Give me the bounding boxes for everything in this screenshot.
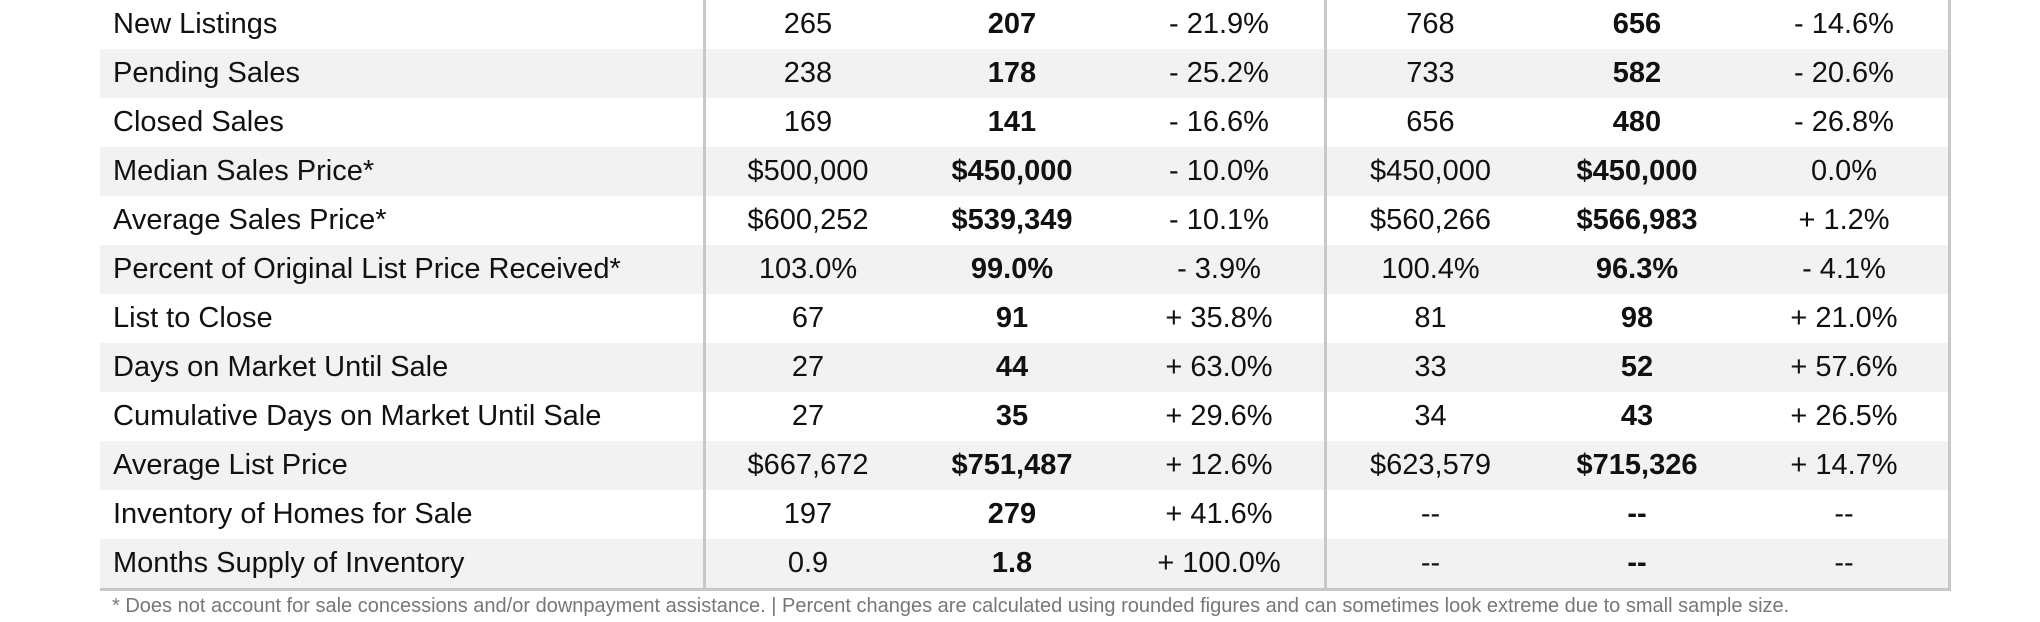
metric-label: Average List Price bbox=[100, 441, 706, 490]
table-row: Months Supply of Inventory 0.9 1.8 + 100… bbox=[100, 539, 1951, 588]
period-2-percent-change: - 14.6% bbox=[1740, 0, 1951, 49]
table-row: Average Sales Price* $600,252 $539,349 -… bbox=[100, 196, 1951, 245]
metric-label: List to Close bbox=[100, 294, 706, 343]
period-2-current-value: 656 bbox=[1612, 8, 1662, 40]
period-1-current-value: 44 bbox=[995, 351, 1029, 383]
period-1-prior-value: 265 bbox=[783, 8, 833, 40]
period-2-current-value: 96.3% bbox=[1595, 253, 1679, 285]
period-2-percent-change: + 21.0% bbox=[1740, 294, 1951, 343]
period-1-prior-value: 169 bbox=[783, 106, 833, 138]
period-2-current-value: 480 bbox=[1612, 106, 1662, 138]
period-2-prior-value: 34 bbox=[1414, 400, 1447, 432]
period-1-prior-value: 197 bbox=[783, 498, 833, 530]
period-2-prior-value: $623,579 bbox=[1370, 449, 1491, 481]
period-2-current-value: $566,983 bbox=[1576, 204, 1698, 236]
table-row: Inventory of Homes for Sale 197 279 + 41… bbox=[100, 490, 1951, 539]
period-2-prior-value: $450,000 bbox=[1370, 155, 1491, 187]
table-row: Pending Sales 238 178 - 25.2% 733 582 - … bbox=[100, 49, 1951, 98]
table-row: List to Close 67 91 + 35.8% 81 98 + 21.0… bbox=[100, 294, 1951, 343]
period-1-prior-value: $600,252 bbox=[747, 204, 869, 236]
period-2-percent-change: - 4.1% bbox=[1740, 245, 1951, 294]
period-1-prior-value: 0.9 bbox=[787, 547, 829, 579]
period-1-percent-change: - 10.0% bbox=[1114, 147, 1327, 196]
metric-label: Cumulative Days on Market Until Sale bbox=[100, 392, 706, 441]
metric-label: Inventory of Homes for Sale bbox=[100, 490, 706, 539]
period-1-percent-change: - 25.2% bbox=[1114, 49, 1327, 98]
period-1-current-value: 279 bbox=[987, 498, 1037, 530]
period-2-current-value: $450,000 bbox=[1576, 155, 1698, 187]
period-1-percent-change: + 63.0% bbox=[1114, 343, 1327, 392]
period-1-prior-value: 238 bbox=[783, 57, 833, 89]
period-1-percent-change: + 29.6% bbox=[1114, 392, 1327, 441]
period-2-prior-value: 33 bbox=[1414, 351, 1447, 383]
period-1-current-value: 35 bbox=[995, 400, 1029, 432]
period-1-current-value: 99.0% bbox=[970, 253, 1054, 285]
period-2-current-value: $715,326 bbox=[1576, 449, 1698, 481]
period-1-current-value: $450,000 bbox=[951, 155, 1073, 187]
period-2-prior-value: 656 bbox=[1406, 106, 1455, 138]
period-1-prior-value: 27 bbox=[791, 400, 825, 432]
table-row: Percent of Original List Price Received*… bbox=[100, 245, 1951, 294]
metric-label: New Listings bbox=[100, 0, 706, 49]
footnote: * Does not account for sale concessions … bbox=[112, 595, 1790, 617]
period-1-current-value: $751,487 bbox=[951, 449, 1073, 481]
period-2-percent-change: -- bbox=[1740, 490, 1951, 539]
metric-label: Months Supply of Inventory bbox=[100, 539, 706, 588]
period-2-prior-value: -- bbox=[1420, 498, 1441, 530]
period-1-percent-change: - 16.6% bbox=[1114, 98, 1327, 147]
period-1-current-value: $539,349 bbox=[951, 204, 1073, 236]
metric-label: Percent of Original List Price Received* bbox=[100, 245, 706, 294]
table-row: Median Sales Price* $500,000 $450,000 - … bbox=[100, 147, 1951, 196]
period-2-percent-change: 0.0% bbox=[1740, 147, 1951, 196]
period-1-current-value: 1.8 bbox=[991, 547, 1033, 579]
period-1-percent-change: + 12.6% bbox=[1114, 441, 1327, 490]
table-row: Average List Price $667,672 $751,487 + 1… bbox=[100, 441, 1951, 490]
metric-label: Median Sales Price* bbox=[100, 147, 706, 196]
period-2-percent-change: + 1.2% bbox=[1740, 196, 1951, 245]
period-2-prior-value: $560,266 bbox=[1370, 204, 1491, 236]
period-2-prior-value: 768 bbox=[1406, 8, 1455, 40]
period-2-current-value: -- bbox=[1627, 498, 1647, 530]
period-2-percent-change: + 26.5% bbox=[1740, 392, 1951, 441]
period-2-prior-value: 733 bbox=[1406, 57, 1455, 89]
table-row: Cumulative Days on Market Until Sale 27 … bbox=[100, 392, 1951, 441]
period-2-current-value: 43 bbox=[1620, 400, 1654, 432]
period-1-prior-value: 67 bbox=[791, 302, 825, 334]
period-2-current-value: -- bbox=[1627, 547, 1647, 579]
period-1-percent-change: - 3.9% bbox=[1114, 245, 1327, 294]
period-1-prior-value: 103.0% bbox=[758, 253, 858, 285]
period-1-current-value: 178 bbox=[987, 57, 1037, 89]
period-1-prior-value: 27 bbox=[791, 351, 825, 383]
period-1-current-value: 141 bbox=[987, 106, 1037, 138]
period-2-percent-change: + 57.6% bbox=[1740, 343, 1951, 392]
market-stats-table: New Listings 265 207 - 21.9% 768 656 - 1… bbox=[100, 0, 1951, 591]
period-2-current-value: 52 bbox=[1620, 351, 1654, 383]
period-2-current-value: 98 bbox=[1620, 302, 1654, 334]
period-1-prior-value: $500,000 bbox=[747, 155, 869, 187]
period-2-prior-value: 100.4% bbox=[1381, 253, 1480, 285]
metric-label: Average Sales Price* bbox=[100, 196, 706, 245]
period-1-current-value: 91 bbox=[995, 302, 1029, 334]
metric-label: Pending Sales bbox=[100, 49, 706, 98]
period-1-percent-change: - 21.9% bbox=[1114, 0, 1327, 49]
period-2-percent-change: - 20.6% bbox=[1740, 49, 1951, 98]
table-row: Closed Sales 169 141 - 16.6% 656 480 - 2… bbox=[100, 98, 1951, 147]
period-2-prior-value: 81 bbox=[1414, 302, 1447, 334]
period-2-percent-change: - 26.8% bbox=[1740, 98, 1951, 147]
table-row: Days on Market Until Sale 27 44 + 63.0% … bbox=[100, 343, 1951, 392]
period-2-current-value: 582 bbox=[1612, 57, 1662, 89]
period-1-percent-change: + 35.8% bbox=[1114, 294, 1327, 343]
metric-label: Closed Sales bbox=[100, 98, 706, 147]
metric-label: Days on Market Until Sale bbox=[100, 343, 706, 392]
table-row: New Listings 265 207 - 21.9% 768 656 - 1… bbox=[100, 0, 1951, 49]
period-2-prior-value: -- bbox=[1420, 547, 1441, 579]
period-1-percent-change: + 100.0% bbox=[1114, 539, 1327, 588]
period-1-percent-change: - 10.1% bbox=[1114, 196, 1327, 245]
period-2-percent-change: + 14.7% bbox=[1740, 441, 1951, 490]
period-1-percent-change: + 41.6% bbox=[1114, 490, 1327, 539]
period-1-current-value: 207 bbox=[987, 8, 1037, 40]
period-1-prior-value: $667,672 bbox=[747, 449, 869, 481]
period-2-percent-change: -- bbox=[1740, 539, 1951, 588]
